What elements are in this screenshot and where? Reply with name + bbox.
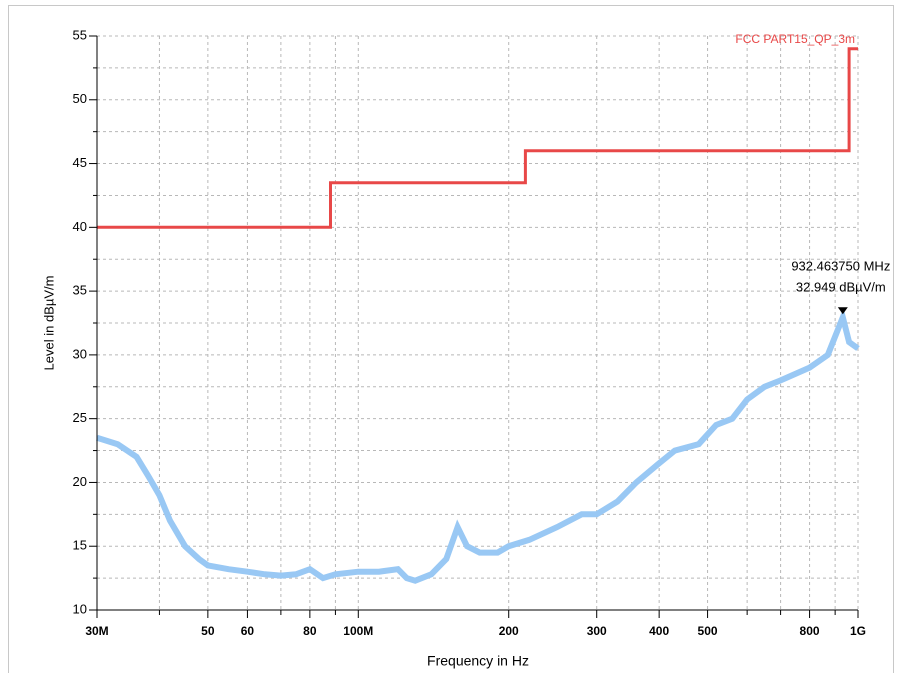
x-tick-label: 100M <box>343 624 373 638</box>
y-axis-title: Level in dBµV/m <box>41 276 56 371</box>
x-axis-title: Frequency in Hz <box>427 653 529 669</box>
x-tick-label: 800 <box>800 624 820 638</box>
x-tick-label: 1G <box>850 624 866 638</box>
marker <box>837 307 848 315</box>
series-line <box>96 307 860 584</box>
x-tick-label: 400 <box>649 624 669 638</box>
x-tick-label: 300 <box>587 624 607 638</box>
y-tick-label: 10 <box>73 601 87 616</box>
y-tick-label: 25 <box>73 410 87 425</box>
y-tick-label: 30 <box>73 346 87 361</box>
x-tick-label: 200 <box>499 624 519 638</box>
x-tick-label: 80 <box>303 624 317 638</box>
x-tick-label: 50 <box>201 624 215 638</box>
y-tick-label: 35 <box>73 283 87 298</box>
marker-label: 932.463750 MHz <box>791 259 890 274</box>
y-tick-label: 40 <box>73 219 87 234</box>
y-tick-label: 15 <box>73 538 87 553</box>
x-tick-label: 500 <box>698 624 718 638</box>
legend-label: FCC PART15_QP_3m <box>735 32 855 46</box>
y-tick-label: 55 <box>73 27 87 42</box>
y-tick-label: 45 <box>73 155 87 170</box>
y-tick-label: 50 <box>73 91 87 106</box>
y-tick-label: 20 <box>73 474 87 489</box>
frame <box>8 5 894 673</box>
marker-label: 32.949 dBµV/m <box>796 280 886 295</box>
x-tick-label: 60 <box>241 624 255 638</box>
x-tick-label: 30M <box>85 624 108 638</box>
series-line <box>97 47 858 229</box>
